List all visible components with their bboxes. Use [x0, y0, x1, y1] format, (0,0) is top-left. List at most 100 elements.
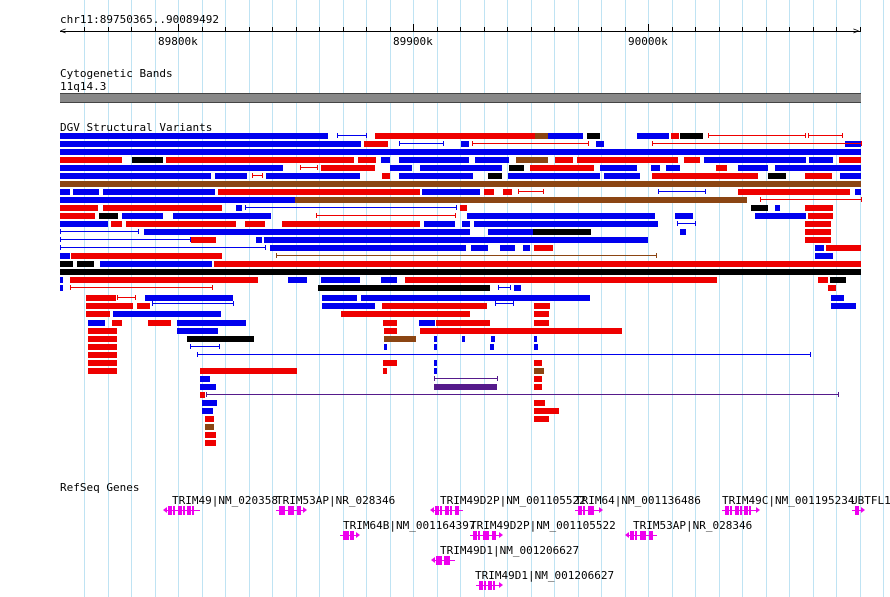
structural-variant[interactable] — [534, 360, 542, 366]
structural-variant[interactable] — [177, 320, 246, 326]
gene-label[interactable]: TRIM49|NM_020358 — [172, 494, 278, 507]
structural-variant[interactable] — [474, 221, 658, 227]
structural-variant[interactable] — [652, 173, 758, 179]
structural-variant[interactable] — [86, 295, 116, 301]
structural-variant[interactable] — [202, 408, 213, 414]
structural-variant[interactable] — [145, 295, 233, 301]
structural-variant[interactable] — [399, 173, 473, 179]
structural-variant[interactable] — [361, 295, 590, 301]
structural-variant[interactable] — [382, 303, 487, 309]
gene-label[interactable]: TRIM49C|NM_001195234 — [722, 494, 855, 507]
structural-variant[interactable] — [112, 320, 122, 326]
structural-variant[interactable] — [462, 221, 470, 227]
structural-variant[interactable] — [88, 352, 117, 358]
structural-variant[interactable] — [680, 229, 686, 235]
structural-variant[interactable] — [60, 157, 122, 163]
structural-variant[interactable] — [808, 213, 833, 219]
structural-variant[interactable] — [420, 165, 502, 171]
structural-variant[interactable] — [503, 189, 512, 195]
structural-variant[interactable] — [809, 157, 833, 163]
gene-label[interactable]: TRIM49D1|NM_001206627 — [440, 544, 580, 557]
structural-variant[interactable] — [144, 229, 470, 235]
structural-variant[interactable] — [264, 237, 648, 243]
structural-variant[interactable] — [187, 336, 254, 342]
structural-variant[interactable] — [215, 173, 247, 179]
structural-variant[interactable] — [475, 157, 509, 163]
structural-variant[interactable] — [555, 157, 573, 163]
structural-variant[interactable] — [71, 253, 222, 259]
structural-variant[interactable] — [534, 408, 559, 414]
structural-variant[interactable] — [60, 181, 861, 187]
structural-variant[interactable] — [384, 328, 397, 334]
structural-variant[interactable] — [88, 368, 117, 374]
structural-variant[interactable] — [534, 384, 542, 390]
structural-variant[interactable] — [815, 253, 833, 259]
structural-variant[interactable] — [126, 221, 236, 227]
structural-variant[interactable] — [88, 320, 105, 326]
structural-variant[interactable] — [73, 189, 99, 195]
structural-variant[interactable] — [434, 344, 437, 350]
structural-variant[interactable] — [500, 245, 515, 251]
structural-variant[interactable] — [358, 157, 376, 163]
structural-variant[interactable] — [60, 165, 283, 171]
structural-variant[interactable] — [205, 432, 216, 438]
structural-variant[interactable] — [755, 213, 806, 219]
structural-variant[interactable] — [103, 205, 222, 211]
structural-variant[interactable] — [434, 336, 437, 342]
structural-variant[interactable] — [103, 189, 215, 195]
structural-variant[interactable] — [738, 165, 768, 171]
structural-variant[interactable] — [831, 303, 856, 309]
structural-variant[interactable] — [523, 245, 530, 251]
structural-variant[interactable] — [815, 245, 824, 251]
structural-variant[interactable] — [604, 173, 640, 179]
gene-label[interactable]: TRIM53AP|NR_028346 — [276, 494, 396, 507]
structural-variant[interactable] — [205, 424, 214, 430]
structural-variant[interactable] — [405, 277, 717, 283]
structural-variant[interactable] — [855, 189, 861, 195]
structural-variant[interactable] — [88, 360, 117, 366]
structural-variant[interactable] — [218, 189, 420, 195]
structural-variant[interactable] — [288, 277, 307, 283]
structural-variant[interactable] — [828, 285, 836, 291]
structural-variant[interactable] — [321, 277, 360, 283]
structural-variant[interactable] — [205, 416, 214, 422]
structural-variant[interactable] — [840, 173, 861, 179]
structural-variant[interactable] — [461, 141, 469, 147]
structural-variant[interactable] — [419, 320, 435, 326]
structural-variant[interactable] — [60, 261, 73, 267]
structural-variant[interactable] — [60, 285, 63, 291]
structural-variant[interactable] — [716, 165, 727, 171]
structural-variant[interactable] — [295, 197, 747, 203]
structural-variant[interactable] — [270, 245, 466, 251]
structural-variant[interactable] — [88, 344, 117, 350]
refseq-track-title[interactable]: RefSeq Genes — [60, 481, 140, 494]
structural-variant[interactable] — [471, 245, 488, 251]
structural-variant[interactable] — [462, 336, 465, 342]
structural-variant[interactable] — [364, 141, 388, 147]
structural-variant[interactable] — [530, 165, 594, 171]
structural-variant[interactable] — [99, 213, 118, 219]
structural-variant[interactable] — [132, 157, 163, 163]
structural-variant[interactable] — [491, 336, 495, 342]
structural-variant[interactable] — [381, 157, 390, 163]
structural-variant[interactable] — [191, 237, 216, 243]
structural-variant[interactable] — [341, 311, 470, 317]
structural-variant[interactable] — [680, 133, 703, 139]
structural-variant[interactable] — [509, 165, 524, 171]
structural-variant[interactable] — [534, 320, 549, 326]
structural-variant[interactable] — [202, 400, 217, 406]
gene-label[interactable]: TRIM49D1|NM_001206627 — [475, 569, 615, 582]
structural-variant[interactable] — [805, 221, 831, 227]
structural-variant[interactable] — [434, 384, 497, 390]
structural-variant[interactable] — [704, 157, 806, 163]
structural-variant[interactable] — [205, 440, 216, 446]
structural-variant[interactable] — [86, 303, 133, 309]
structural-variant[interactable] — [60, 133, 328, 139]
structural-variant[interactable] — [60, 277, 63, 283]
structural-variant[interactable] — [399, 157, 469, 163]
structural-variant[interactable] — [200, 392, 205, 398]
structural-variant[interactable] — [375, 133, 535, 139]
structural-variant[interactable] — [751, 205, 768, 211]
structural-variant[interactable] — [383, 360, 397, 366]
structural-variant[interactable] — [534, 336, 537, 342]
